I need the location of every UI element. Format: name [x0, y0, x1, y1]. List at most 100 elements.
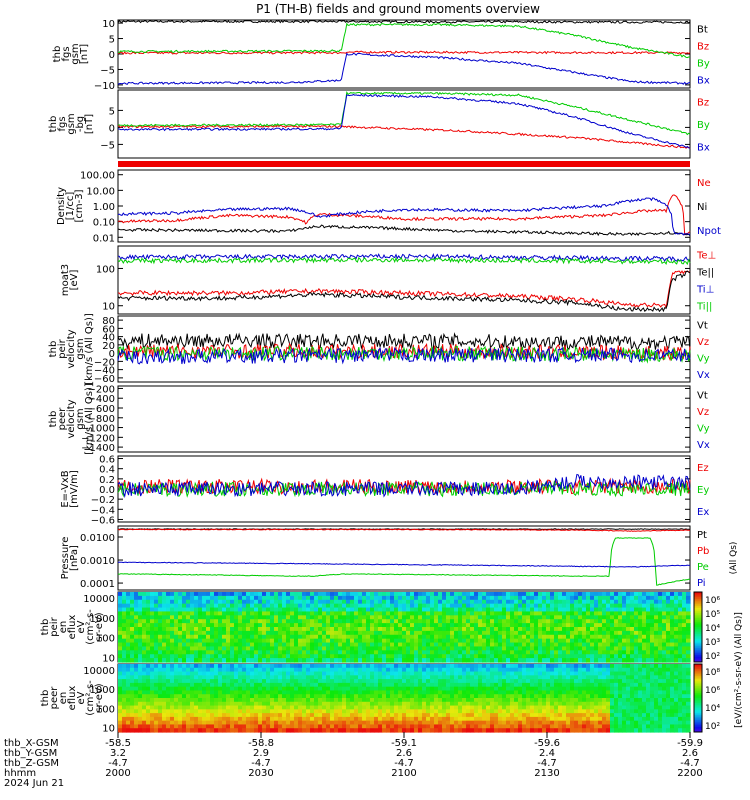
- heatmap-cell: [386, 627, 391, 632]
- heatmap-cell: [478, 592, 483, 597]
- heatmap-cell: [378, 646, 383, 651]
- heatmap-cell: [222, 701, 227, 707]
- heatmap-cell: [546, 724, 551, 729]
- heatmap-cell: [650, 634, 655, 640]
- heatmap-cell: [138, 592, 143, 597]
- heatmap-cell: [158, 716, 163, 722]
- heatmap-cell: [486, 728, 491, 733]
- heatmap-cell: [174, 728, 179, 733]
- heatmap-cell: [174, 638, 179, 644]
- heatmap-cell: [390, 698, 395, 703]
- y-axis-label: Pressure: [60, 537, 71, 580]
- heatmap-cell: [202, 646, 207, 651]
- heatmap-cell: [202, 667, 207, 673]
- heatmap-cell: [594, 716, 599, 722]
- heatmap-cell: [142, 716, 147, 722]
- heatmap-cell: [314, 642, 319, 648]
- heatmap-cell: [166, 607, 171, 613]
- heatmap-cell: [594, 686, 599, 692]
- heatmap-cell: [238, 720, 243, 726]
- heatmap-cell: [398, 694, 403, 699]
- heatmap-cell: [462, 642, 467, 648]
- heatmap-cell: [174, 623, 179, 628]
- heatmap-cell: [570, 716, 575, 722]
- heatmap-cell: [134, 634, 139, 640]
- heatmap-cell: [454, 650, 459, 655]
- heatmap-cell: [590, 646, 595, 651]
- heatmap-cell: [538, 667, 543, 673]
- heatmap-cell: [174, 642, 179, 648]
- heatmap-cell: [426, 603, 431, 609]
- heatmap-cell: [118, 728, 123, 733]
- heatmap-cell: [422, 682, 427, 688]
- heatmap-cell: [430, 682, 435, 688]
- heatmap-cell: [438, 698, 443, 703]
- heatmap-cell: [678, 607, 683, 613]
- heatmap-cell: [374, 679, 379, 684]
- heatmap-cell: [202, 728, 207, 733]
- heatmap-cell: [258, 671, 263, 676]
- heatmap-cell: [662, 634, 667, 640]
- heatmap-cell: [310, 642, 315, 648]
- heatmap-cell: [474, 667, 479, 673]
- heatmap-cell: [682, 634, 687, 640]
- heatmap-cell: [466, 705, 471, 710]
- heatmap-cell: [550, 595, 555, 601]
- heatmap-cell: [578, 690, 583, 695]
- heatmap-cell: [154, 592, 159, 597]
- heatmap-cell: [514, 650, 519, 655]
- heatmap-cell: [198, 646, 203, 651]
- heatmap-cell: [510, 627, 515, 632]
- heatmap-cell: [386, 630, 391, 636]
- heatmap-cell: [206, 690, 211, 695]
- heatmap-cell: [422, 623, 427, 628]
- series-Vx: [117, 346, 691, 365]
- heatmap-cell: [406, 675, 411, 680]
- heatmap-cell: [590, 686, 595, 692]
- heatmap-cell: [310, 611, 315, 616]
- heatmap-cell: [498, 611, 503, 616]
- heatmap-cell: [350, 701, 355, 707]
- heatmap-cell: [510, 619, 515, 624]
- heatmap-cell: [218, 709, 223, 714]
- heatmap-cell: [490, 671, 495, 676]
- heatmap-cell: [342, 664, 347, 669]
- heatmap-cell: [194, 705, 199, 710]
- heatmap-cell: [198, 709, 203, 714]
- heatmap-cell: [438, 720, 443, 726]
- heatmap-cell: [642, 603, 647, 609]
- heatmap-cell: [354, 592, 359, 597]
- heatmap-cell: [318, 646, 323, 651]
- heatmap-cell: [318, 720, 323, 726]
- heatmap-cell: [234, 642, 239, 648]
- heatmap-cell: [586, 679, 591, 684]
- heatmap-cell: [618, 642, 623, 648]
- heatmap-cell: [582, 713, 587, 718]
- heatmap-cell: [466, 716, 471, 722]
- heatmap-cell: [202, 650, 207, 655]
- heatmap-cell: [422, 686, 427, 692]
- heatmap-cell: [182, 724, 187, 729]
- heatmap-cell: [350, 716, 355, 722]
- heatmap-cell: [310, 654, 315, 659]
- heatmap-cell: [478, 623, 483, 628]
- heatmap-cell: [346, 679, 351, 684]
- heatmap-cell: [182, 682, 187, 688]
- heatmap-cell: [494, 694, 499, 699]
- heatmap-cell: [366, 713, 371, 718]
- heatmap-cell: [214, 698, 219, 703]
- heatmap-cell: [530, 611, 535, 616]
- heatmap-cell: [306, 611, 311, 616]
- heatmap-cell: [198, 701, 203, 707]
- heatmap-cell: [442, 638, 447, 644]
- heatmap-cell: [338, 716, 343, 722]
- heatmap-cell: [490, 724, 495, 729]
- heatmap-cell: [454, 694, 459, 699]
- heatmap-cell: [374, 658, 379, 663]
- series-Bz: [117, 50, 691, 55]
- heatmap-cell: [586, 658, 591, 663]
- heatmap-cell: [298, 658, 303, 663]
- heatmap-cell: [390, 619, 395, 624]
- heatmap-cell: [178, 686, 183, 692]
- heatmap-cell: [542, 728, 547, 733]
